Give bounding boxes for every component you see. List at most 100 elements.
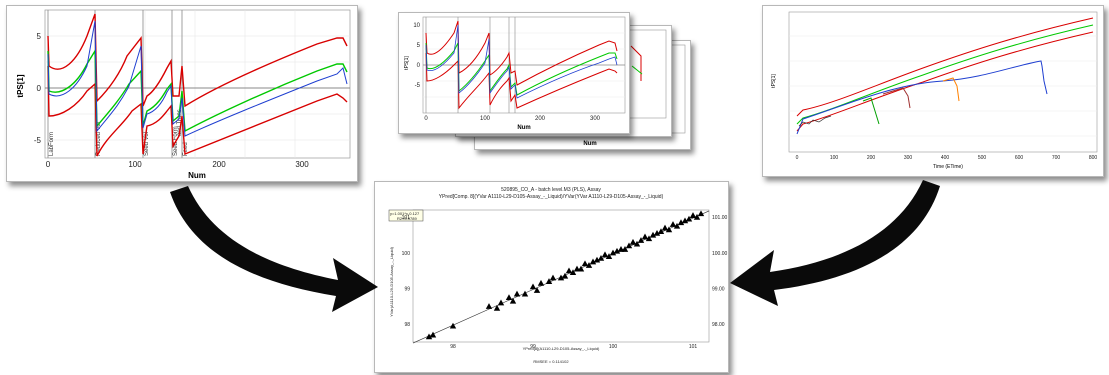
data-point bbox=[633, 240, 641, 247]
data-points bbox=[425, 210, 705, 340]
data-point bbox=[649, 231, 657, 238]
x-tick-label: 400 bbox=[941, 155, 950, 161]
data-point bbox=[677, 219, 685, 226]
x-tick-label: 0 bbox=[796, 155, 799, 161]
phase-label: LabForm bbox=[49, 132, 55, 156]
average-line bbox=[425, 42, 618, 96]
data-point bbox=[653, 229, 661, 236]
x-tick-label: 200 bbox=[535, 116, 546, 122]
right-curved-arrow-icon bbox=[730, 180, 940, 306]
x-tick-label: 100 bbox=[609, 344, 618, 350]
data-point bbox=[661, 224, 669, 231]
batch-trajectory-panel: LabForm Reduced Vol Seed Vol Seed Form a… bbox=[6, 5, 358, 182]
stacked-chart-front: 10 5 0 -5 0 100 200 300 Num tPS[1] bbox=[398, 12, 630, 134]
x-tick-label: 100 bbox=[480, 116, 491, 122]
chart-title: 520895_CO_A - batch level.M3 (PLS), Assa… bbox=[501, 187, 601, 193]
legend-equation: y=1.001*x-0.127 bbox=[390, 211, 420, 216]
data-point bbox=[529, 283, 537, 290]
x-axis-label: Num bbox=[188, 171, 206, 180]
data-point bbox=[577, 265, 585, 272]
data-point bbox=[493, 304, 501, 311]
data-point bbox=[669, 221, 677, 227]
data-point bbox=[537, 279, 545, 286]
data-point bbox=[449, 322, 457, 329]
x-axis-label: YPred[8](A1110-L29-D105-Assay_-_Liquid) bbox=[523, 346, 600, 351]
y-axis-label: YVar(A1110-L29-D105-Assay_-_Liquid) bbox=[389, 246, 394, 316]
data-point bbox=[693, 213, 701, 220]
y-tick-label: 98 bbox=[404, 322, 410, 328]
phase-label: Feed bbox=[183, 142, 189, 156]
data-point bbox=[625, 242, 633, 249]
phase-label: Seed Vol bbox=[144, 132, 150, 156]
batch-line-green bbox=[862, 97, 880, 125]
batch-line-brown bbox=[882, 87, 911, 109]
data-point bbox=[689, 212, 697, 218]
legend-r2: R2=0.9789 bbox=[397, 216, 417, 221]
x-tick-label: 100 bbox=[128, 160, 142, 169]
data-point bbox=[673, 222, 681, 229]
x-tick-label: 700 bbox=[1052, 155, 1061, 161]
data-point bbox=[685, 215, 693, 222]
data-point bbox=[549, 274, 557, 281]
data-point bbox=[509, 297, 517, 304]
observed-vs-predicted-chart: 520895_CO_A - batch level.M3 (PLS), Assa… bbox=[388, 187, 728, 364]
data-point bbox=[513, 290, 521, 297]
upper-limit-line bbox=[47, 13, 348, 108]
data-point bbox=[425, 333, 433, 340]
data-point bbox=[601, 251, 609, 258]
batch-line bbox=[47, 20, 348, 137]
phase-label: and Trans bbox=[177, 109, 183, 136]
y-tick-label: 5 bbox=[417, 43, 421, 49]
data-point bbox=[505, 294, 513, 301]
x-tick-label: 500 bbox=[978, 155, 987, 161]
data-point bbox=[609, 249, 617, 256]
y-tick-label: 101 bbox=[402, 215, 411, 221]
y-tick-label: 0 bbox=[417, 63, 421, 69]
y-right-tick-label: 98.00 bbox=[712, 322, 725, 328]
rmsee-footer: RMSEE = 0.114102 bbox=[533, 359, 569, 364]
y-tick-label: 99 bbox=[404, 286, 410, 292]
y-tick-label: -5 bbox=[34, 136, 42, 145]
x-tick-label: 0 bbox=[46, 160, 51, 169]
left-curved-arrow-icon bbox=[170, 186, 378, 312]
x-tick-label: 98 bbox=[450, 344, 456, 350]
data-point bbox=[545, 278, 553, 284]
data-point bbox=[637, 237, 645, 243]
data-point bbox=[621, 246, 629, 252]
time-trajectory-chart: 0 100 200 300 400 500 600 700 800 Time (… bbox=[771, 11, 1097, 170]
data-point bbox=[557, 274, 565, 281]
y-tick-label: 10 bbox=[413, 23, 420, 29]
average-line bbox=[47, 48, 348, 133]
y-right-tick-label: 99.00 bbox=[712, 286, 725, 292]
data-point bbox=[561, 272, 569, 279]
back-chart-x-label: Num bbox=[583, 141, 596, 147]
x-tick-label: 300 bbox=[590, 116, 601, 122]
x-axis-label: Num bbox=[517, 125, 530, 131]
data-point bbox=[697, 210, 705, 217]
observed-vs-predicted-panel: 520895_CO_A - batch level.M3 (PLS), Assa… bbox=[374, 181, 729, 373]
lower-limit-line bbox=[47, 65, 348, 157]
data-point bbox=[645, 235, 653, 242]
x-tick-label: 99 bbox=[530, 344, 536, 350]
y-axis-label: tPS[1] bbox=[771, 74, 777, 88]
y-tick-label: 5 bbox=[37, 32, 42, 41]
legend-box bbox=[388, 209, 424, 222]
x-tick-label: 100 bbox=[830, 155, 839, 161]
y-right-tick-label: 101.00 bbox=[712, 215, 728, 221]
stacked-trajectory-chart: 10 5 0 -5 0 100 200 300 Num tPS[1] bbox=[404, 16, 626, 131]
chart-subtitle: YPred[Comp. 8](YVar A1110-L29-D105-Assay… bbox=[439, 194, 664, 200]
x-tick-label: 600 bbox=[1015, 155, 1024, 161]
data-point bbox=[629, 238, 637, 245]
data-point bbox=[589, 258, 597, 265]
data-point bbox=[617, 246, 625, 252]
y-axis-label: tPS[1] bbox=[404, 56, 410, 70]
data-point bbox=[533, 287, 541, 293]
data-point bbox=[569, 269, 577, 276]
x-axis-label: Time (ETime) bbox=[933, 164, 963, 170]
x-tick-label: 200 bbox=[867, 155, 876, 161]
data-point bbox=[613, 247, 621, 254]
upper-limit-line bbox=[425, 20, 618, 86]
data-point bbox=[429, 331, 437, 338]
lower-limit-line bbox=[425, 52, 618, 110]
